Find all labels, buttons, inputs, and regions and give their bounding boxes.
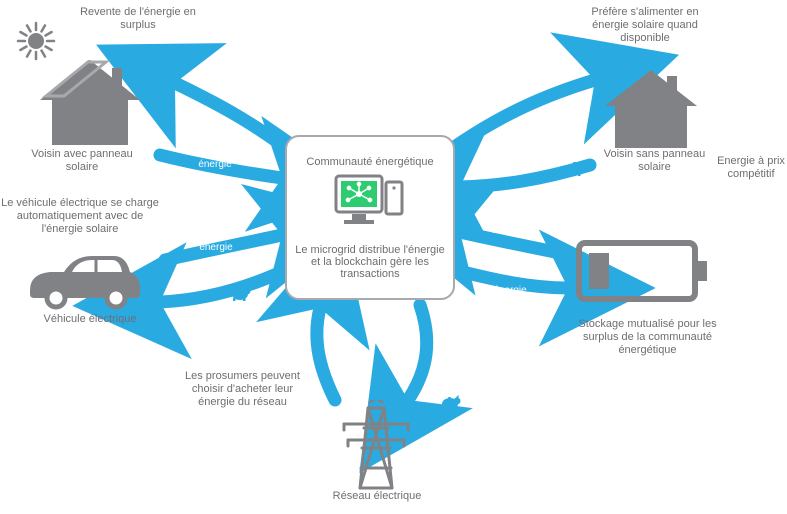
- arrow-label: énergie: [493, 285, 527, 296]
- computer-icon: [334, 174, 406, 238]
- battery-label: Stockage mutualisé pour les surplus de l…: [575, 318, 720, 358]
- grid-caption: Les prosumers peuvent choisir d'acheter …: [185, 370, 300, 410]
- plain-label: Voisin sans panneau solaire: [597, 148, 712, 174]
- center-community-box: Communauté énergétique Le microgrid dist…: [285, 135, 455, 300]
- arrow-label: énergie: [503, 80, 537, 91]
- car-ev-icon: [22, 250, 142, 310]
- solar-caption: Revente de l'énergie en surplus: [63, 6, 213, 32]
- house-solar-icon: [40, 60, 140, 145]
- battery-icon: [575, 235, 710, 307]
- arrow-to_grid: [408, 305, 427, 400]
- diagram-stage: énergie énergie énergie énergie énergie Comm…: [0, 0, 787, 514]
- piggy-bank-icon: [152, 45, 171, 61]
- arrow-label: énergie: [198, 159, 232, 170]
- pylon-icon: [340, 400, 412, 490]
- plain-caption: Préfère s'alimenter en énergie solaire q…: [585, 6, 705, 46]
- ev-caption: Le véhicule électrique se charge automat…: [0, 197, 160, 237]
- plain-side: Energie à prix compétitif: [715, 155, 787, 181]
- ev-label: Véhicule électrique: [30, 313, 150, 326]
- center-title: Communauté énergétique: [306, 156, 433, 168]
- sun-icon: [15, 20, 57, 62]
- piggy-bank-icon: [442, 395, 461, 411]
- arrow-from_grid: [317, 308, 335, 400]
- house-icon: [605, 70, 697, 148]
- grid-label: Réseau électrique: [322, 490, 432, 503]
- arrow-label: énergie: [491, 225, 525, 236]
- arrow-label: énergie: [199, 242, 233, 253]
- center-desc: Le microgrid distribue l'énergie et la b…: [287, 244, 453, 280]
- solar-label: Voisin avec panneau solaire: [22, 148, 142, 174]
- arrow-to_ev: [160, 268, 290, 302]
- arrow-to_solar: [175, 83, 295, 155]
